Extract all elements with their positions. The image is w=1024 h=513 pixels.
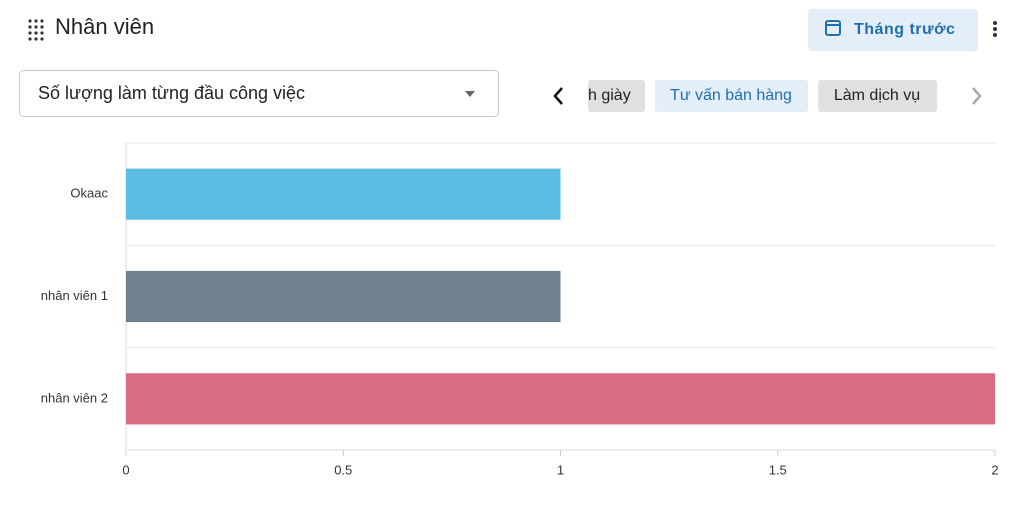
selector[interactable]: Số lượng làm từng đầu công việc <box>19 70 499 117</box>
period-button[interactable]: Tháng trước <box>808 9 978 51</box>
x-tick-label: 1 <box>557 462 564 477</box>
y-tick-label: Okaac <box>70 186 108 201</box>
bar <box>126 270 561 323</box>
x-tick-label: 2 <box>991 462 998 477</box>
tab-bg <box>588 80 645 112</box>
tab[interactable]: Làm dịch vụ <box>818 80 937 112</box>
chart: 0 0.5 1 1.5 2 Okaac nhân viên 1 nhân viên 2 <box>41 142 999 477</box>
bar <box>126 373 995 425</box>
calendar-icon <box>825 20 841 36</box>
x-tick-label: 0 <box>122 462 129 477</box>
more-menu[interactable] <box>993 21 997 37</box>
x-tick-label: 1.5 <box>769 462 787 477</box>
selector-label: Số lượng làm từng đầu công việc <box>38 83 305 103</box>
selector-box <box>19 70 499 117</box>
tab[interactable]: h giày <box>588 80 645 112</box>
grid-icon <box>28 19 44 41</box>
tab[interactable]: Tư vấn bán hàng <box>655 80 808 112</box>
y-tick-label: nhân viên 2 <box>41 390 108 405</box>
page-title: Nhân viên <box>55 14 154 39</box>
y-tick-label: nhân viên 1 <box>41 288 108 303</box>
bar <box>126 168 561 220</box>
button-label: Tháng trước <box>854 21 955 38</box>
button-bg <box>808 9 978 51</box>
tab-bg <box>655 80 808 112</box>
tab-label: h giày <box>588 87 631 104</box>
tab-bg <box>818 80 937 112</box>
tabs-prev[interactable] <box>553 87 563 105</box>
dropdown-arrow <box>465 91 475 97</box>
tabs-next[interactable] <box>972 87 982 105</box>
tab-label: Làm dịch vụ <box>834 87 920 104</box>
x-tick-label: 0.5 <box>334 462 352 477</box>
tab-label: Tư vấn bán hàng <box>670 87 792 104</box>
